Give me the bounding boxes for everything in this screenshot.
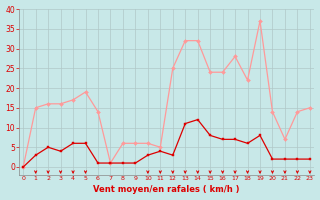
X-axis label: Vent moyen/en rafales ( km/h ): Vent moyen/en rafales ( km/h ) bbox=[93, 185, 240, 194]
